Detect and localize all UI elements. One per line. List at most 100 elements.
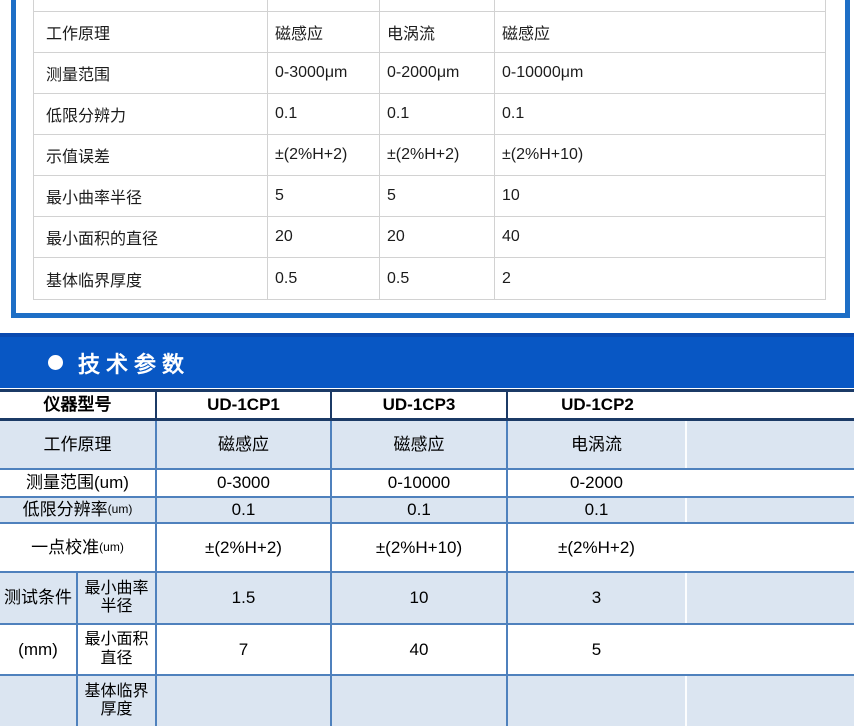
- cell-value: 7: [157, 625, 332, 674]
- row-group-label: [0, 676, 78, 726]
- cell-value: 5: [379, 175, 495, 217]
- row-group-label: 测试条件: [0, 573, 78, 623]
- cell-value: ±(2%H+2): [379, 134, 495, 176]
- spec-header-row: 仪器型号 UD-1CP1 UD-1CP3 UD-1CP2: [0, 389, 854, 421]
- cell-value: 0.1: [379, 93, 495, 135]
- section-title: 技术参数: [78, 351, 191, 377]
- spec-row-area: (mm) 最小面积直径 7 40 5: [0, 625, 854, 676]
- table-row: 测量范围 0-3000μm 0-2000μm 0-10000μm: [33, 52, 826, 94]
- cell-value: 3: [508, 573, 687, 623]
- table-row-cropped: [33, 0, 826, 12]
- top-spec-table: 工作原理 磁感应 电涡流 磁感应 测量范围 0-3000μm 0-2000μm …: [33, 0, 826, 300]
- cell-value: 电涡流: [379, 11, 495, 53]
- cell-value: 0-2000: [570, 473, 623, 493]
- table-row: 最小面积的直径 20 20 40: [33, 216, 826, 258]
- row-label: 最小面积直径: [78, 625, 157, 674]
- row-label: 示值误差: [33, 134, 268, 176]
- cropped-cell: [267, 0, 380, 12]
- cell-empty: [157, 676, 332, 726]
- row-label: 一点校准 (um): [0, 524, 157, 571]
- row-label: 基体临界厚度: [78, 676, 157, 726]
- cell-value: 0.1: [267, 93, 380, 135]
- cell-value: 0.1: [157, 498, 332, 522]
- cell-value: 0.5: [267, 257, 380, 300]
- cell-empty: [508, 676, 687, 726]
- cell-empty: [687, 421, 854, 468]
- header-empty: [687, 392, 854, 418]
- cell-value: ±(2%H+2): [558, 537, 635, 557]
- cell-value: 磁感应: [267, 11, 380, 53]
- spec-row-principle: 工作原理 磁感应 磁感应 电涡流: [0, 421, 854, 470]
- header-model: 仪器型号: [0, 392, 157, 418]
- cell-value: 0-10000: [332, 470, 508, 496]
- cell-empty: [687, 524, 854, 571]
- section-header-bar: 技术参数: [0, 333, 854, 388]
- spec-row-curvature: 测试条件 最小曲率半径 1.5 10 3: [0, 573, 854, 625]
- cell-value: 40: [332, 625, 508, 674]
- cell-value: ±(2%H+2): [157, 524, 332, 571]
- label-unit: (um): [107, 502, 133, 517]
- label-unit: (um): [99, 539, 124, 554]
- cell-value: 0.5: [379, 257, 495, 300]
- top-spec-box: 工作原理 磁感应 电涡流 磁感应 测量范围 0-3000μm 0-2000μm …: [11, 0, 850, 318]
- table-row: 基体临界厚度 0.5 0.5 2: [33, 257, 826, 300]
- cell-value: 0-3000: [157, 470, 332, 496]
- cell-value: 20: [267, 216, 380, 258]
- table-row: 低限分辨力 0.1 0.1 0.1: [33, 93, 826, 135]
- cell-value: 0.1: [332, 498, 508, 522]
- cell-value: ±(2%H+2): [267, 134, 380, 176]
- cell-value: 0-3000μm: [267, 52, 380, 94]
- cell-empty: [687, 625, 854, 674]
- cell-value: 0.1: [508, 498, 687, 522]
- header-ud-1cp3: UD-1CP3: [332, 392, 508, 418]
- cell-value: ±(2%H+10): [494, 134, 826, 176]
- row-label: 低限分辨力: [33, 93, 268, 135]
- row-label: 测量范围(um): [0, 470, 157, 496]
- tech-spec-table: 仪器型号 UD-1CP1 UD-1CP3 UD-1CP2 工作原理 磁感应 磁感…: [0, 389, 854, 726]
- cell-empty: [687, 498, 854, 522]
- cell-value: 0.1: [494, 93, 826, 135]
- cropped-cell: [494, 0, 826, 12]
- cell-value: 磁感应: [494, 11, 826, 53]
- bullet-icon: [48, 355, 63, 370]
- cell-value: 20: [379, 216, 495, 258]
- cell-value: 5: [267, 175, 380, 217]
- table-row: 工作原理 磁感应 电涡流 磁感应: [33, 11, 826, 53]
- row-label: 最小曲率半径: [78, 573, 157, 623]
- cell-value: 0-2000μm: [379, 52, 495, 94]
- spec-row-range: 测量范围(um) 0-3000 0-10000 0-2000: [0, 470, 854, 498]
- cell-value: 磁感应: [157, 421, 332, 468]
- cell-value: 磁感应: [332, 421, 508, 468]
- label-text: 一点校准: [31, 537, 100, 557]
- row-group-label: (mm): [0, 625, 78, 674]
- spec-row-critical-cropped: 基体临界厚度: [0, 676, 854, 726]
- label-text: 低限分辨率: [22, 500, 108, 520]
- cell-value: 电涡流: [508, 421, 687, 468]
- cell-value: 5: [591, 639, 602, 659]
- table-row: 示值误差 ±(2%H+2) ±(2%H+2) ±(2%H+10): [33, 134, 826, 176]
- cell-empty: [687, 470, 854, 496]
- cell-value: 2: [494, 257, 826, 300]
- row-label: 最小面积的直径: [33, 216, 268, 258]
- header-ud-1cp2: UD-1CP2: [561, 395, 634, 415]
- cell-value: 1.5: [157, 573, 332, 623]
- row-label: 工作原理: [33, 11, 268, 53]
- cell-value: 0-10000μm: [494, 52, 826, 94]
- cell-empty: [687, 676, 854, 726]
- row-label: 最小曲率半径: [33, 175, 268, 217]
- row-label: 基体临界厚度: [33, 257, 268, 300]
- spec-row-calibration: 一点校准 (um) ±(2%H+2) ±(2%H+10) ±(2%H+2): [0, 524, 854, 573]
- cell-empty: [332, 676, 508, 726]
- row-label: 测量范围: [33, 52, 268, 94]
- cell-empty: [687, 573, 854, 623]
- cell-value: 10: [332, 573, 508, 623]
- cropped-cell: [379, 0, 495, 12]
- cell-value: 10: [494, 175, 826, 217]
- table-row: 最小曲率半径 5 5 10: [33, 175, 826, 217]
- cell-value: 40: [494, 216, 826, 258]
- row-label: 工作原理: [0, 421, 157, 468]
- spec-row-resolution: 低限分辨率 (um) 0.1 0.1 0.1: [0, 498, 854, 524]
- row-label: 低限分辨率 (um): [0, 498, 157, 522]
- cell-value: ±(2%H+10): [332, 524, 508, 571]
